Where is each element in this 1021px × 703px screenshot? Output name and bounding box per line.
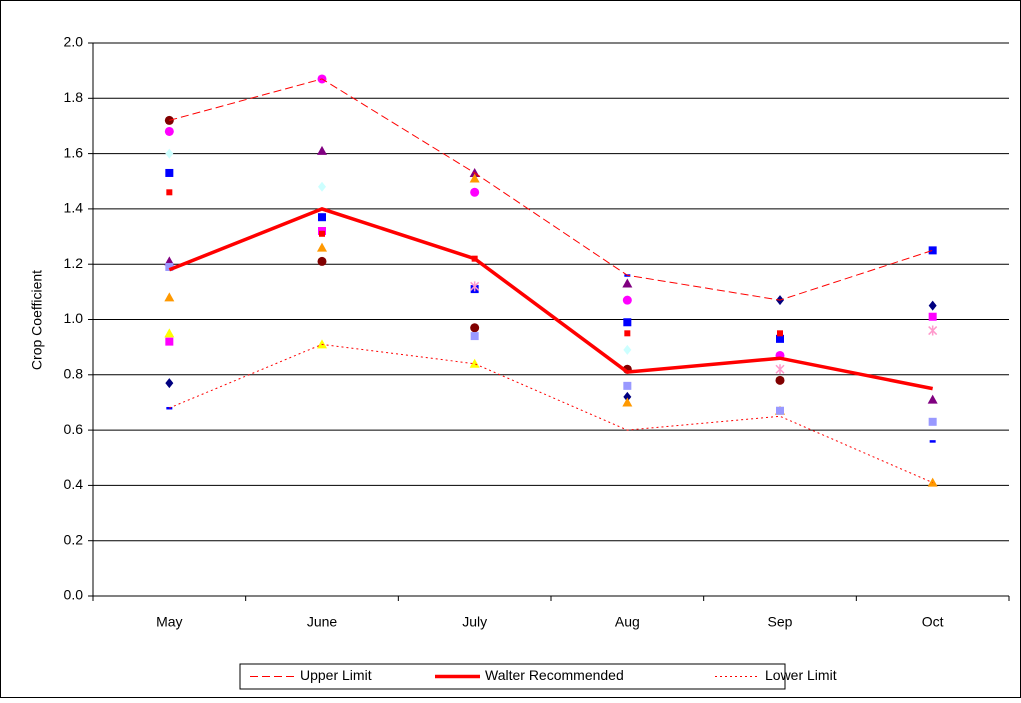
y-tick-label: 1.2 [64, 255, 84, 271]
point [777, 330, 783, 337]
x-tick-label: Sep [768, 614, 793, 630]
point [929, 440, 936, 443]
x-tick-label: May [156, 614, 182, 630]
point [166, 189, 173, 196]
point [928, 300, 937, 311]
point [164, 328, 175, 338]
y-tick-label: 0.6 [64, 421, 84, 437]
point [469, 173, 480, 183]
y-tick-label: 2.0 [64, 34, 84, 50]
point [928, 417, 937, 426]
legend-label: Lower Limit [765, 667, 837, 683]
point [623, 318, 632, 327]
point [469, 358, 480, 368]
y-tick-label: 0.2 [64, 531, 84, 547]
point [165, 262, 174, 271]
point [317, 242, 327, 252]
line [168, 207, 934, 391]
point [470, 332, 479, 341]
x-tick-label: June [307, 614, 338, 630]
point [317, 256, 327, 266]
point [165, 168, 174, 177]
point [164, 126, 174, 136]
point [165, 148, 174, 159]
point [319, 230, 325, 237]
y-tick-label: 0.8 [64, 366, 84, 382]
point [623, 344, 632, 355]
point [622, 397, 633, 407]
point [165, 378, 174, 389]
point [470, 281, 480, 292]
point [623, 381, 632, 390]
point [775, 364, 785, 375]
y-tick-label: 1.4 [64, 200, 84, 216]
x-tick-label: Oct [922, 614, 944, 630]
legend-box [239, 663, 786, 690]
point [470, 187, 480, 197]
point [165, 337, 174, 346]
y-tick-label: 0.4 [64, 476, 84, 492]
point [622, 278, 633, 288]
point [318, 181, 326, 192]
point [318, 213, 326, 222]
point [928, 325, 938, 336]
point [317, 145, 327, 155]
point [166, 406, 173, 410]
legend-label: Walter Recommended [485, 667, 624, 683]
point [623, 391, 632, 402]
point [164, 292, 175, 302]
line [169, 343, 933, 484]
point [622, 295, 632, 305]
y-tick-label: 1.6 [64, 144, 84, 160]
y-axis-title: Crop Coefficient [29, 270, 45, 370]
point [470, 323, 480, 333]
point [775, 375, 785, 385]
x-tick-label: July [462, 614, 487, 630]
x-tick-label: Aug [615, 614, 640, 630]
point [624, 330, 631, 337]
point [776, 334, 784, 343]
y-tick-label: 0.0 [64, 587, 84, 603]
point [927, 394, 938, 404]
y-tick-label: 1.0 [64, 310, 84, 326]
point [928, 312, 937, 321]
y-tick-label: 1.8 [64, 89, 84, 105]
line [169, 78, 933, 301]
legend-label: Upper Limit [300, 667, 372, 683]
point [928, 246, 937, 255]
point [776, 406, 784, 415]
